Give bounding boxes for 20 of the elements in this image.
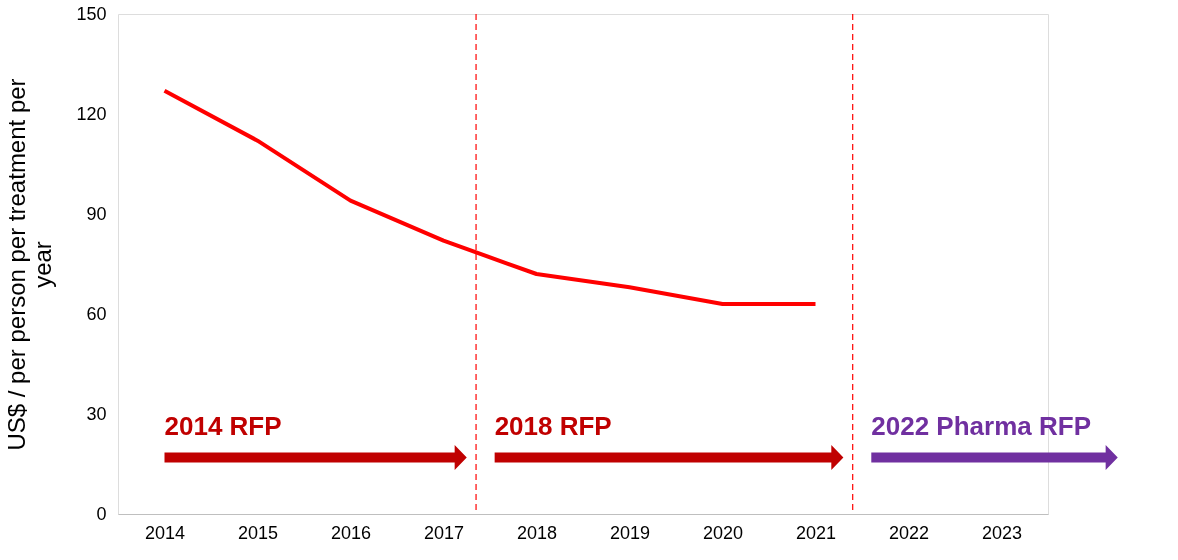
annotation: 2014 RFP [164, 410, 282, 441]
x-tick-label: 2021 [795, 522, 837, 543]
y-tick-label: 30 [86, 403, 107, 424]
y-tick-label: 150 [76, 3, 107, 24]
x-tick-label: 2014 [144, 522, 186, 543]
annotation: 2022 Pharma RFP [871, 410, 1091, 441]
x-tick-label: 2017 [423, 522, 465, 543]
x-tick-label: 2022 [888, 522, 930, 543]
x-tick-label: 2015 [237, 522, 279, 543]
y-axis-title: US$ / per person per treatment per year [3, 78, 57, 451]
annotation: 2018 RFP [494, 410, 612, 441]
x-tick-label: 2020 [702, 522, 744, 543]
y-tick-label: 90 [86, 203, 107, 224]
x-tick-label: 2018 [516, 522, 558, 543]
x-tick-label: 2023 [981, 522, 1023, 543]
x-tick-label: 2019 [609, 522, 651, 543]
y-tick-label: 120 [76, 103, 107, 124]
y-tick-label: 60 [86, 303, 107, 324]
x-tick-label: 2016 [330, 522, 372, 543]
y-tick-label: 0 [96, 503, 107, 524]
